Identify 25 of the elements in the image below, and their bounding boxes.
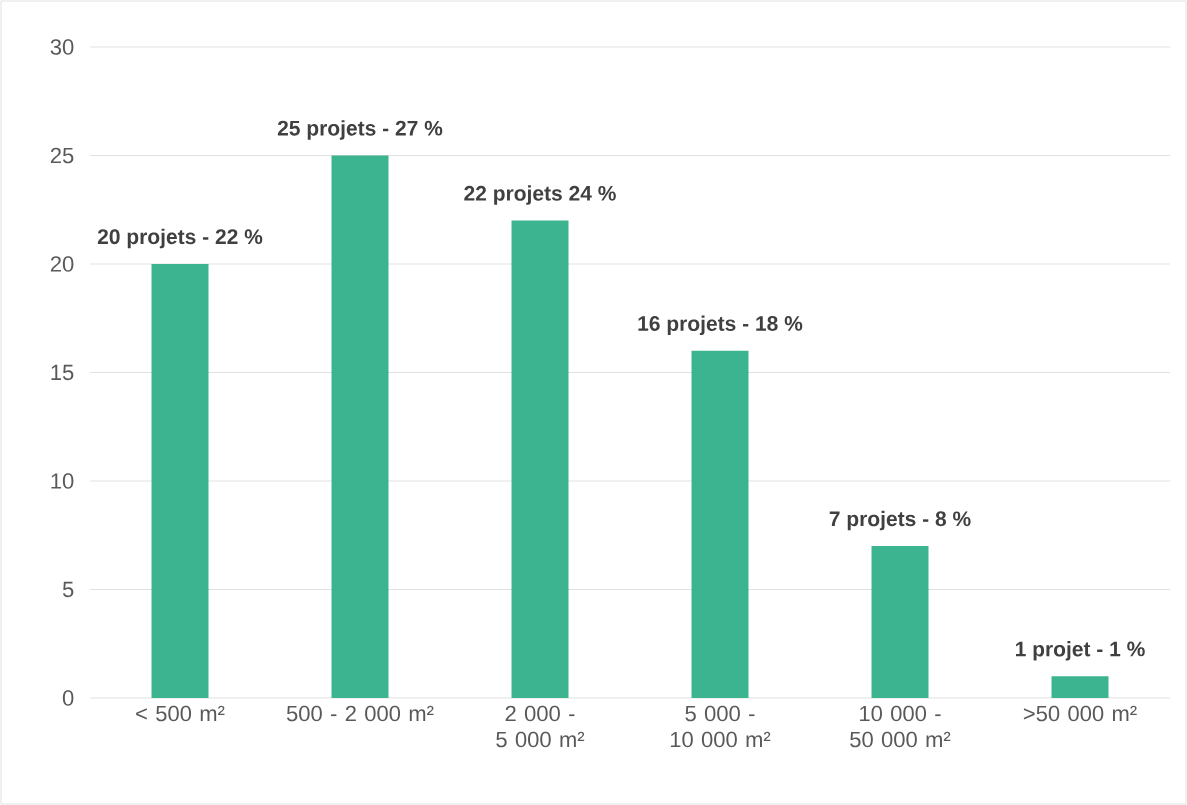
bar <box>331 155 389 698</box>
bar <box>511 220 569 698</box>
x-tick-label: 500 - 2 000 m² <box>286 705 434 722</box>
bar <box>151 264 209 698</box>
x-tick-label: >50 000 m² <box>1023 705 1137 722</box>
data-label: 20 projets - 22 % <box>97 228 263 249</box>
y-tick-label: 30 <box>50 39 74 55</box>
data-label: 25 projets - 27 % <box>277 120 443 140</box>
y-tick-label: 25 <box>50 147 74 164</box>
x-tick-label: 10 000 - 50 000 m² <box>850 705 951 748</box>
data-label: 7 projets - 8 % <box>829 510 971 531</box>
data-label: 22 projets 24 % <box>464 185 616 205</box>
bar <box>1051 676 1109 698</box>
x-tick-label: 2 000 - 5 000 m² <box>496 705 585 748</box>
x-tick-label: 5 000 - 10 000 m² <box>670 705 771 748</box>
y-tick-label: 20 <box>50 256 74 272</box>
bar <box>871 546 929 698</box>
y-tick-label: 15 <box>51 364 74 381</box>
y-tick-label: 10 <box>51 473 74 489</box>
x-tick-label: < 500 m² <box>136 705 225 722</box>
data-label: 1 projet - 1 % <box>1015 641 1145 661</box>
y-tick-label: 0 <box>62 690 74 706</box>
data-label: 16 projets - 18 % <box>638 315 803 336</box>
bar <box>691 350 749 698</box>
y-tick-label: 5 <box>62 581 74 598</box>
